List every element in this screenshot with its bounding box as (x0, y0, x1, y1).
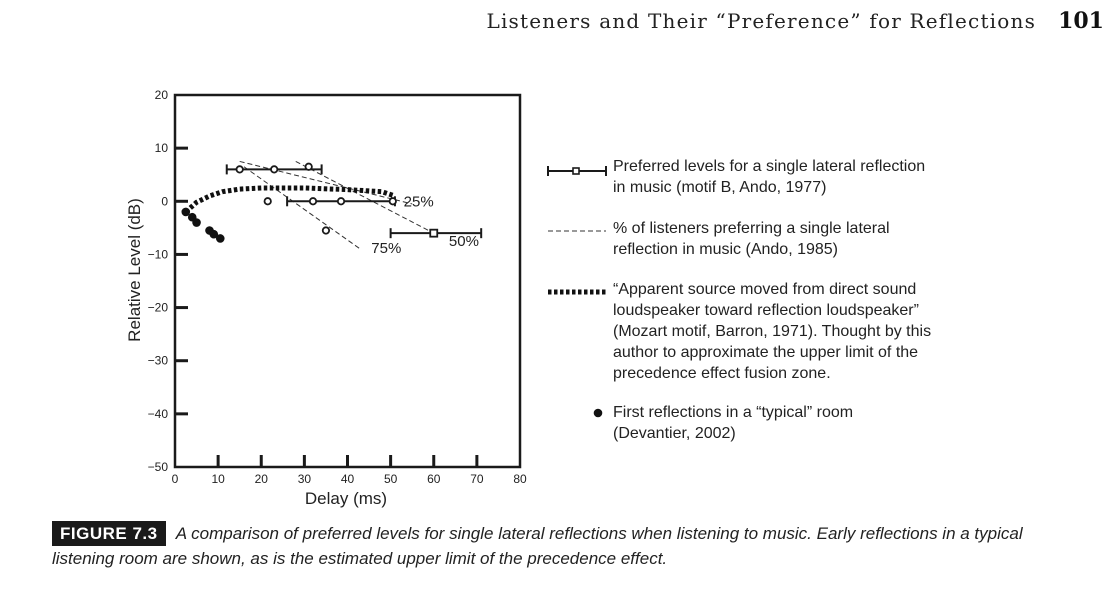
filled-dot-swatch (593, 408, 603, 418)
first-reflection-dot (215, 234, 225, 243)
y-tick-label: −40 (148, 407, 169, 421)
y-tick-label: −50 (148, 460, 169, 474)
open-circle-marker (308, 197, 318, 206)
y-tick-label: 0 (161, 194, 168, 208)
y-axis-label: Relative Level (dB) (125, 198, 144, 342)
y-tick-label: −20 (148, 301, 169, 315)
percent-dashed-line (239, 160, 413, 205)
open-circle-marker (235, 165, 244, 174)
caption-text: A comparison of preferred levels for sin… (52, 524, 1023, 568)
legend-text: Preferred levels for a single lateral re… (613, 158, 926, 196)
dashed-line-swatch (548, 230, 606, 232)
errorbar-swatch (547, 166, 607, 176)
x-tick-label: 60 (427, 472, 441, 486)
chart: 0 10 20 30 40 50 60 70 80 20 10 0 −10 −20 −30 −40 −50 25… (125, 88, 527, 508)
y-tick-label: 10 (155, 141, 169, 155)
legend-text: “Apparent source moved from direct sound… (613, 281, 932, 382)
y-tick-label: −10 (148, 247, 169, 261)
plot-frame (173, 93, 522, 469)
x-tick-label: 30 (298, 472, 312, 486)
first-reflection-dot (181, 207, 191, 217)
running-title: Listeners and Their “Preference” for Ref… (486, 9, 1037, 33)
open-circle-marker (263, 197, 272, 206)
percent-annotation: 25% (404, 193, 434, 210)
dotted-line-swatch (548, 289, 606, 295)
x-tick-label: 50 (384, 472, 398, 486)
first-reflection-dot (192, 218, 201, 227)
x-tick-label: 10 (211, 472, 225, 486)
open-circle-marker (321, 226, 331, 235)
x-tick-label: 0 (172, 472, 179, 486)
x-tick-label: 80 (513, 472, 527, 486)
open-circle-marker (304, 162, 313, 171)
percent-dashed-line (243, 166, 361, 250)
percent-annotation: 50% (449, 233, 479, 250)
open-circle-marker (270, 165, 279, 174)
y-tick-label: −30 (148, 354, 169, 368)
legend-text: First reflections in a “typical” room (D… (613, 404, 854, 442)
open-circle-marker (388, 197, 397, 206)
errorbar-square-marker (429, 228, 439, 238)
open-circle-marker (336, 197, 346, 206)
first-reflection-dot (209, 229, 219, 239)
running-header: Listeners and Their “Preference” for Ref… (0, 8, 1104, 34)
x-tick-label: 20 (255, 472, 269, 486)
percent-dashed-line (295, 160, 434, 234)
page-number: 101 (1058, 8, 1104, 34)
percent-annotation: 75% (371, 240, 401, 257)
figure-caption: FIGURE 7.3 A comparison of preferred lev… (52, 521, 1062, 571)
figure-label: FIGURE 7.3 (52, 521, 166, 546)
legend-text: % of listeners preferring a single later… (613, 220, 890, 258)
y-tick-label: 20 (155, 88, 169, 102)
x-tick-label: 40 (341, 472, 355, 486)
x-tick-label: 70 (470, 472, 484, 486)
x-axis-label: Delay (ms) (305, 489, 387, 508)
